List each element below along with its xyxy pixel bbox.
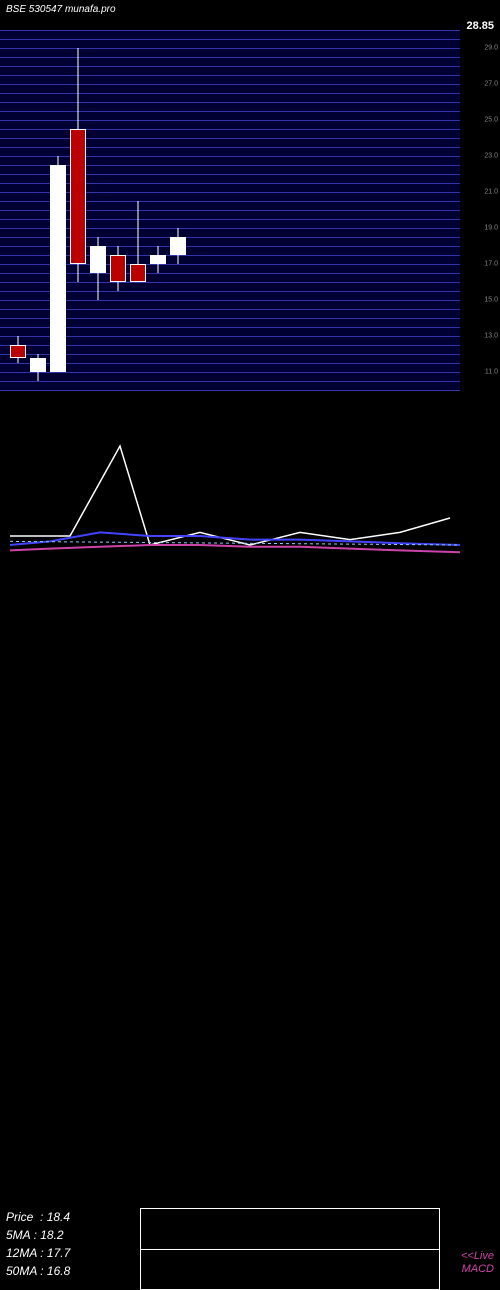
gridline [0, 354, 460, 355]
gridline [0, 147, 460, 148]
gridline [0, 138, 460, 139]
gridline [0, 318, 460, 319]
indicator-panel [0, 410, 500, 590]
gridline [0, 165, 460, 166]
candle [170, 228, 186, 264]
gridline [0, 300, 460, 301]
y-tick: 19.0 [484, 225, 498, 232]
gridline [0, 102, 460, 103]
y-tick: 29.0 [484, 45, 498, 52]
gridline [0, 75, 460, 76]
gridline [0, 48, 460, 49]
line-magenta [10, 545, 460, 552]
gridline [0, 363, 460, 364]
gridline [0, 327, 460, 328]
gridline [0, 93, 460, 94]
y-tick: 13.0 [484, 333, 498, 340]
gridline [0, 156, 460, 157]
y-tick: 15.0 [484, 297, 498, 304]
gridline [0, 336, 460, 337]
candle [130, 201, 146, 282]
gridline [0, 345, 460, 346]
candle [110, 246, 126, 291]
stat-5ma: 5MA : 18.2 [6, 1226, 70, 1244]
stat-price: Price : 18.4 [6, 1208, 70, 1226]
gridline [0, 237, 460, 238]
candle [150, 246, 166, 273]
macd-label: <<Live MACD [461, 1250, 494, 1276]
indicator-lines [0, 410, 500, 590]
gridline [0, 57, 460, 58]
y-tick: 21.0 [484, 189, 498, 196]
candle [70, 48, 86, 282]
macd-zero-line [141, 1249, 439, 1250]
gridline [0, 309, 460, 310]
source-label: munafa.pro [65, 4, 116, 15]
gridline [0, 381, 460, 382]
gridline [0, 372, 460, 373]
gridline [0, 273, 460, 274]
gridline [0, 66, 460, 67]
gridline [0, 120, 460, 121]
candle [30, 354, 46, 381]
gridline [0, 282, 460, 283]
stats-box: Price : 18.4 5MA : 18.2 12MA : 17.7 50MA… [6, 1208, 70, 1280]
gridline [0, 30, 460, 31]
gridline [0, 246, 460, 247]
chart-header: BSE 530547 munafa.pro [6, 4, 116, 15]
gridline [0, 39, 460, 40]
gridline [0, 255, 460, 256]
ticker-label: BSE 530547 [6, 4, 62, 15]
y-tick: 11.0 [485, 369, 498, 376]
y-tick: 25.0 [484, 117, 498, 124]
gridline [0, 111, 460, 112]
gridline [0, 201, 460, 202]
gridline [0, 219, 460, 220]
candle [90, 237, 106, 300]
y-axis: 29.0 27.0 25.0 23.0 21.0 19.0 17.0 15.0 13.0 11.0 [460, 30, 500, 390]
gridline [0, 264, 460, 265]
gridline [0, 210, 460, 211]
line-white [10, 446, 450, 545]
gridline [0, 390, 460, 391]
gridline [0, 174, 460, 175]
line-blue [10, 532, 460, 545]
gridline [0, 84, 460, 85]
candle [10, 336, 26, 363]
gridline [0, 183, 460, 184]
y-tick: 17.0 [484, 261, 498, 268]
candlestick-chart [0, 30, 460, 390]
gridline [0, 129, 460, 130]
macd-panel: Price : 18.4 5MA : 18.2 12MA : 17.7 50MA… [0, 600, 500, 700]
gridline [0, 192, 460, 193]
macd-box [140, 1208, 440, 1290]
stat-12ma: 12MA : 17.7 [6, 1244, 70, 1262]
y-tick: 27.0 [484, 81, 498, 88]
gridline [0, 228, 460, 229]
y-tick: 23.0 [484, 153, 498, 160]
gridline [0, 291, 460, 292]
stat-50ma: 50MA : 16.8 [6, 1262, 70, 1280]
candle [50, 156, 66, 372]
